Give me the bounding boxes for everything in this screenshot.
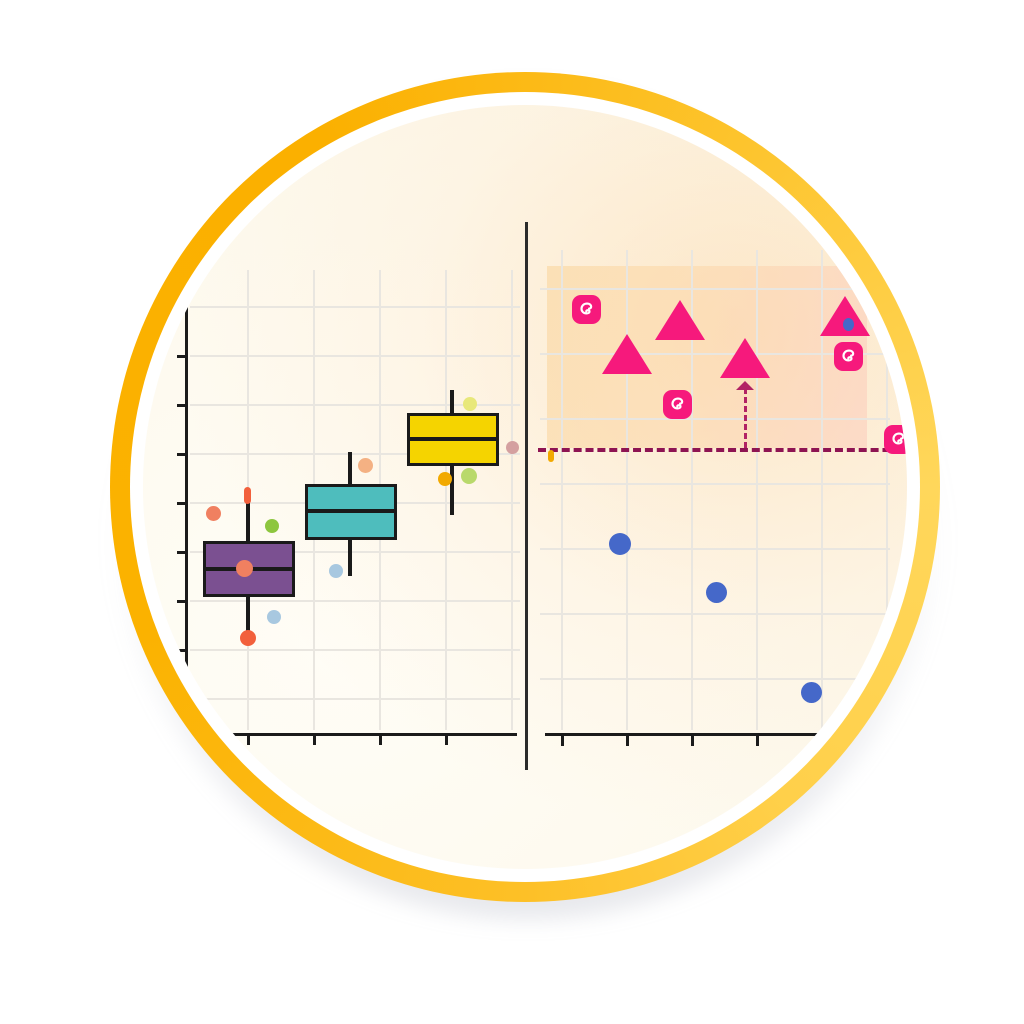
outlier-point [244, 487, 251, 504]
y-axis-tick [177, 453, 187, 456]
scatter-point-blue [609, 533, 631, 555]
stray-point [548, 450, 554, 462]
annotation-arrow-shaft [744, 388, 747, 448]
gridline-h [190, 698, 520, 700]
gridline-h [540, 548, 890, 550]
boxplot-median [305, 509, 397, 513]
panel-divider [525, 222, 528, 770]
left-panel-title [0, 0, 1, 1]
gridline-v [756, 250, 758, 730]
gridline-v [626, 250, 628, 730]
badge-swirl-icon [572, 295, 601, 324]
badge-swirl-icon [834, 342, 863, 371]
x-axis-tick [756, 735, 759, 746]
gridline-v [821, 250, 823, 730]
gridline-h [190, 600, 520, 602]
outlier-point [206, 506, 221, 521]
badge-swirl-icon [884, 425, 907, 454]
outlier-point [463, 397, 477, 411]
y-axis-tick [177, 649, 187, 652]
outlier-point [506, 441, 519, 454]
annotation-arrow-head [736, 381, 754, 390]
gridline-h [190, 551, 520, 553]
y-axis-tick [177, 306, 187, 309]
outlier-point [461, 468, 477, 484]
x-axis-tick [821, 735, 824, 746]
y-axis-tick [177, 355, 187, 358]
outlier-point [240, 630, 256, 646]
gridline-h [190, 306, 520, 308]
outlier-point [236, 560, 253, 577]
plate-face [143, 105, 907, 869]
gridline-h [540, 288, 890, 290]
outlier-point [267, 610, 281, 624]
y-axis-left [185, 271, 188, 709]
outlier-point [358, 458, 373, 473]
gridline-h [540, 483, 890, 485]
scatter-point-blue [843, 318, 854, 331]
scatter-point-blue [706, 582, 727, 603]
gridline-h [190, 453, 520, 455]
x-axis-tick [379, 735, 382, 745]
gridline-v [886, 250, 888, 730]
gridline-v [561, 250, 563, 730]
x-axis-tick [247, 735, 250, 745]
boxplot-median [407, 437, 499, 441]
gridline-v [511, 270, 513, 730]
gridline-h [190, 649, 520, 651]
gridline-h [540, 418, 890, 420]
gridline-v [691, 250, 693, 730]
triangle-up-marker [602, 334, 652, 374]
outlier-point [329, 564, 343, 578]
y-axis-tick [177, 404, 187, 407]
x-axis-right [545, 733, 868, 736]
y-axis-tick [177, 698, 187, 701]
scatter-point-blue [879, 667, 900, 688]
plot-container [143, 105, 907, 869]
x-axis-tick [313, 735, 316, 745]
triangle-up-marker [655, 300, 705, 340]
x-axis-tick [445, 735, 448, 745]
x-axis-tick [626, 735, 629, 746]
gridline-v [445, 270, 447, 730]
gridline-h [540, 353, 890, 355]
outlier-point [265, 519, 279, 533]
y-axis-tick [177, 600, 187, 603]
threshold-label [0, 0, 1, 1]
triangle-up-marker [720, 338, 770, 378]
y-axis-tick [177, 551, 187, 554]
badge-swirl-icon [663, 390, 692, 419]
scatter-point-blue [801, 682, 822, 703]
right-panel-title [0, 0, 1, 1]
y-axis-tick [177, 502, 187, 505]
gridline-h [190, 355, 520, 357]
gridline-h [540, 678, 890, 680]
threshold-line [538, 448, 907, 452]
x-axis-tick [561, 735, 564, 746]
outlier-point [438, 472, 452, 486]
gridline-h [540, 613, 890, 615]
x-axis-left [207, 733, 517, 736]
x-axis-tick [691, 735, 694, 746]
gridline-h [190, 404, 520, 406]
shaded-threshold-region [547, 266, 867, 448]
